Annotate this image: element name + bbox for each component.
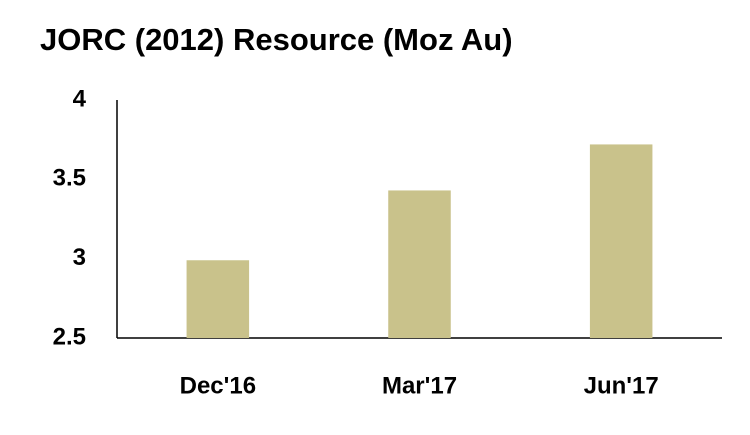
y-tick-label: 3.5	[53, 165, 86, 192]
chart-title: JORC (2012) Resource (Moz Au)	[40, 22, 513, 57]
y-tick-label: 4	[73, 85, 87, 112]
bar	[186, 260, 250, 338]
x-tick-label: Dec'16	[180, 372, 256, 399]
bar	[388, 190, 451, 338]
y-tick-label: 3	[73, 244, 86, 271]
x-tick-label: Jun'17	[584, 372, 659, 399]
x-tick-label: Mar'17	[382, 372, 457, 399]
y-tick-label: 2.5	[53, 323, 86, 350]
bar	[589, 144, 653, 338]
